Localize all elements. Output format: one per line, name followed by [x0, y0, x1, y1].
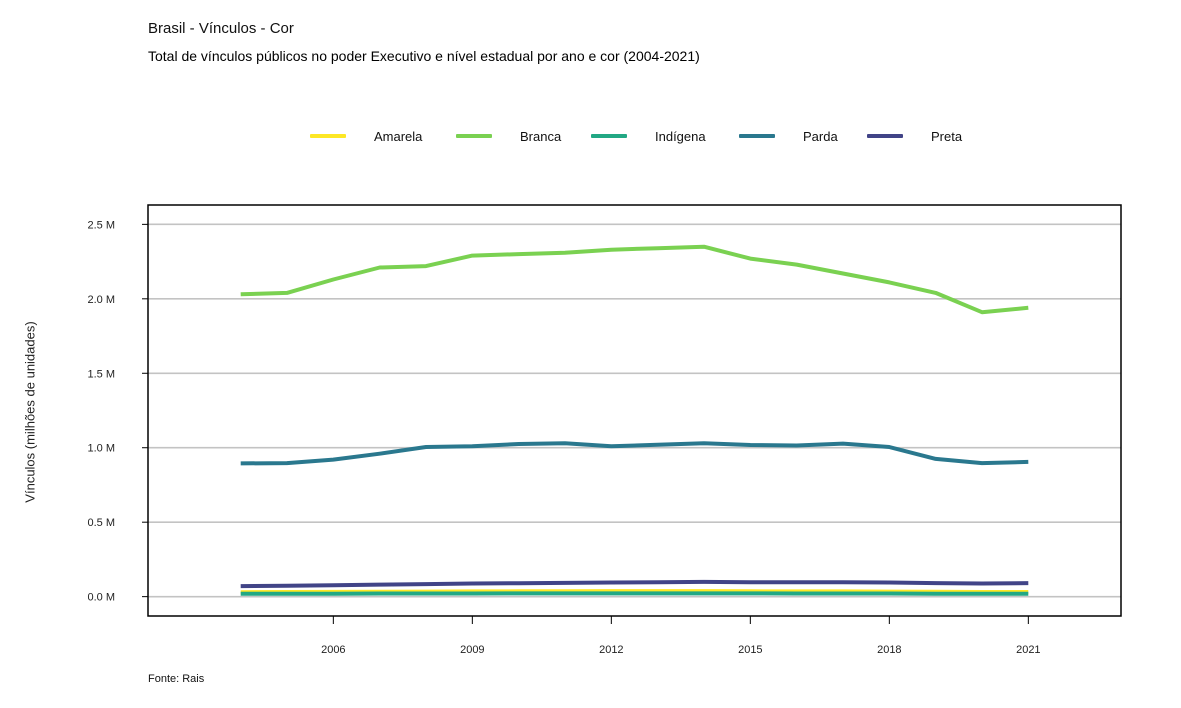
x-axis: 2006 2009 2012 2015 2018 2021: [321, 616, 1041, 656]
series-lines: [240, 244, 1029, 596]
legend: Amarela Branca Indígena Parda Preta: [0, 124, 1181, 148]
y-tick-label: 1.0 M: [87, 443, 115, 455]
legend-label-preta: Preta: [931, 128, 963, 144]
source-note: Fonte: Rais: [148, 673, 205, 685]
grid-lines: [148, 223, 1121, 598]
y-axis-label: Vínculos (milhões de unidades): [22, 321, 38, 503]
chart-subtitle: Total de vínculos públicos no poder Exec…: [148, 48, 700, 64]
legend-label-parda: Parda: [803, 128, 838, 144]
y-axis: 0.0 M 0.5 M 1.0 M 1.5 M 2.0 M 2.5 M: [87, 219, 148, 604]
series-line-preta: [240, 579, 1029, 589]
x-tick-label: 2012: [599, 644, 623, 656]
y-tick-label: 2.0 M: [87, 294, 115, 306]
legend-item-amarela: Amarela: [310, 124, 422, 148]
y-tick-label: 1.5 M: [87, 368, 115, 380]
series-line-parda: [240, 441, 1029, 466]
legend-label-indigena: Indígena: [655, 128, 706, 144]
legend-swatch-indigena: [591, 134, 627, 138]
legend-swatch-parda: [739, 134, 775, 138]
legend-swatch-preta: [867, 134, 903, 138]
legend-label-branca: Branca: [520, 128, 562, 144]
x-tick-label: 2021: [1016, 644, 1040, 656]
y-tick-label: 0.5 M: [87, 517, 115, 529]
legend-item-parda: Parda: [739, 124, 838, 148]
x-tick-label: 2018: [877, 644, 901, 656]
y-tick-label: 0.0 M: [87, 592, 115, 604]
legend-item-indigena: Indígena: [591, 124, 706, 148]
legend-item-branca: Branca: [456, 124, 561, 148]
chart-title: Brasil - Vínculos - Cor: [148, 20, 294, 37]
series-line-branca: [240, 244, 1029, 315]
y-tick-label: 2.5 M: [87, 219, 115, 231]
x-tick-label: 2006: [321, 644, 345, 656]
legend-label-amarela: Amarela: [374, 128, 423, 144]
legend-swatch-branca: [456, 134, 492, 138]
legend-item-preta: Preta: [867, 124, 962, 148]
legend-swatch-amarela: [310, 134, 346, 138]
x-tick-label: 2015: [738, 644, 762, 656]
x-tick-label: 2009: [460, 644, 484, 656]
plot-frame: [147, 204, 1122, 617]
